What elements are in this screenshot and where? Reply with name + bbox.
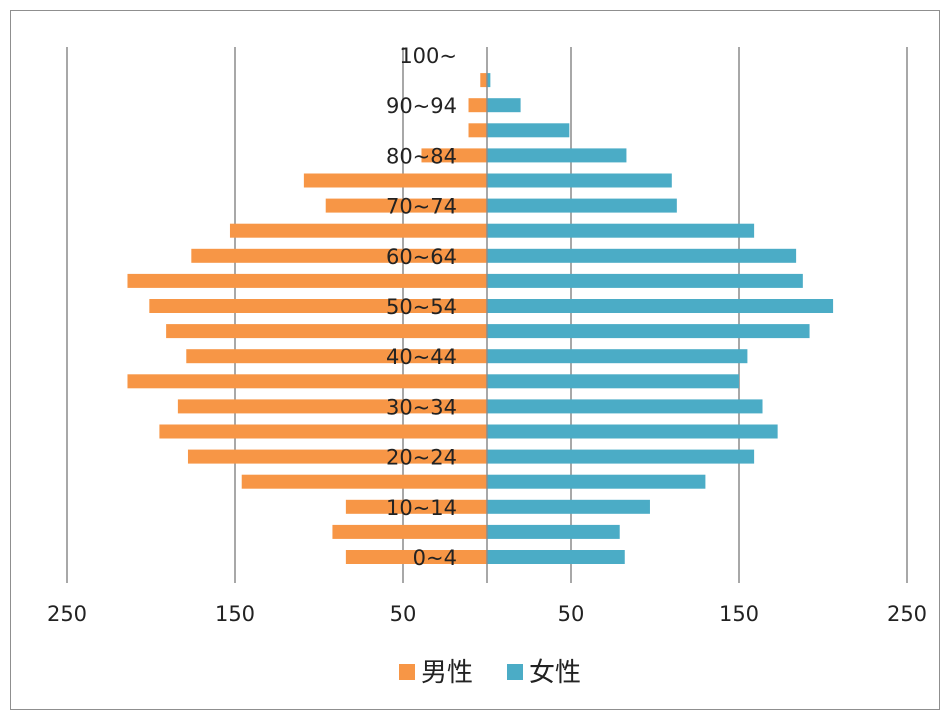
male-bar-35~39 bbox=[127, 374, 487, 389]
male-bar-15~19 bbox=[241, 474, 487, 489]
male-bar-10~14 bbox=[345, 499, 487, 514]
male-bar-80~84 bbox=[421, 148, 487, 163]
female-bar-20~24 bbox=[487, 449, 755, 464]
category-label: 20~24 bbox=[386, 446, 457, 470]
male-bar-50~54 bbox=[149, 299, 487, 313]
female-bar-50~54 bbox=[487, 299, 834, 313]
category-label: 60~64 bbox=[386, 245, 457, 269]
legend-swatch-male bbox=[399, 664, 415, 680]
female-bar-70~74 bbox=[487, 198, 677, 213]
x-tick-label: 250 bbox=[887, 602, 927, 626]
male-bar-90~94 bbox=[468, 98, 487, 113]
male-bar-0~4 bbox=[345, 550, 487, 564]
female-bar-75~79 bbox=[487, 173, 672, 188]
female-bar-10~14 bbox=[487, 499, 650, 514]
category-label: 30~34 bbox=[386, 395, 457, 419]
female-bar-40~44 bbox=[487, 349, 748, 364]
legend-swatch-female bbox=[507, 664, 523, 680]
category-label: 100~ bbox=[399, 44, 457, 68]
x-tick-labels: 250 150 50 50 150 250 bbox=[47, 602, 927, 626]
female-bar-95~99 bbox=[487, 73, 491, 88]
gridlines bbox=[66, 47, 908, 583]
female-bar-30~34 bbox=[487, 399, 763, 414]
male-bar-5~9 bbox=[332, 524, 487, 539]
chart-frame: 0~4 10~14 20~24 30~34 40~44 50~54 60~64 70~74 80… bbox=[10, 10, 940, 710]
female-bar-15~19 bbox=[487, 474, 706, 489]
male-bar-75~79 bbox=[303, 173, 487, 188]
female-bar-35~39 bbox=[487, 374, 739, 389]
female-bar-5~9 bbox=[487, 524, 620, 539]
male-bar-55~59 bbox=[127, 273, 487, 288]
female-bar-55~59 bbox=[487, 273, 803, 288]
legend-label-male: 男性 bbox=[421, 658, 473, 688]
female-bar-80~84 bbox=[487, 148, 627, 163]
male-bar-70~74 bbox=[325, 198, 487, 213]
x-tick-label: 250 bbox=[47, 602, 87, 626]
male-bar-25~29 bbox=[159, 424, 487, 439]
female-bar-60~64 bbox=[487, 248, 797, 263]
female-bar-65~69 bbox=[487, 223, 755, 238]
male-bar-60~64 bbox=[191, 248, 487, 263]
female-bar-85~89 bbox=[487, 123, 570, 138]
female-bar-45~49 bbox=[487, 324, 810, 339]
x-tick-label: 150 bbox=[215, 602, 255, 626]
x-tick-label: 50 bbox=[390, 602, 417, 626]
male-bar-40~44 bbox=[186, 349, 487, 364]
category-label: 0~4 bbox=[413, 546, 457, 570]
category-label: 10~14 bbox=[386, 496, 457, 520]
male-bar-85~89 bbox=[468, 123, 487, 138]
male-bar-20~24 bbox=[187, 449, 487, 464]
female-bar-0~4 bbox=[487, 550, 625, 564]
legend-label-female: 女性 bbox=[529, 658, 581, 688]
category-label: 90~94 bbox=[386, 94, 457, 118]
population-pyramid-chart: 0~4 10~14 20~24 30~34 40~44 50~54 60~64 70~74 80… bbox=[47, 44, 927, 688]
x-tick-label: 50 bbox=[558, 602, 585, 626]
female-bar-90~94 bbox=[487, 98, 521, 113]
category-label: 70~74 bbox=[386, 195, 457, 219]
category-label: 50~54 bbox=[386, 295, 457, 319]
bars bbox=[127, 73, 834, 564]
male-bar-30~34 bbox=[177, 399, 487, 414]
category-labels: 0~4 10~14 20~24 30~34 40~44 50~54 60~64 70~74 80… bbox=[386, 44, 457, 570]
male-bar-95~99 bbox=[480, 73, 487, 88]
male-bar-45~49 bbox=[166, 324, 487, 339]
x-tick-label: 150 bbox=[719, 602, 759, 626]
category-label: 40~44 bbox=[386, 345, 457, 369]
legend: 男性 女性 bbox=[399, 658, 581, 688]
male-bar-65~69 bbox=[229, 223, 487, 238]
female-bar-25~29 bbox=[487, 424, 778, 439]
category-label: 80~84 bbox=[386, 144, 457, 168]
